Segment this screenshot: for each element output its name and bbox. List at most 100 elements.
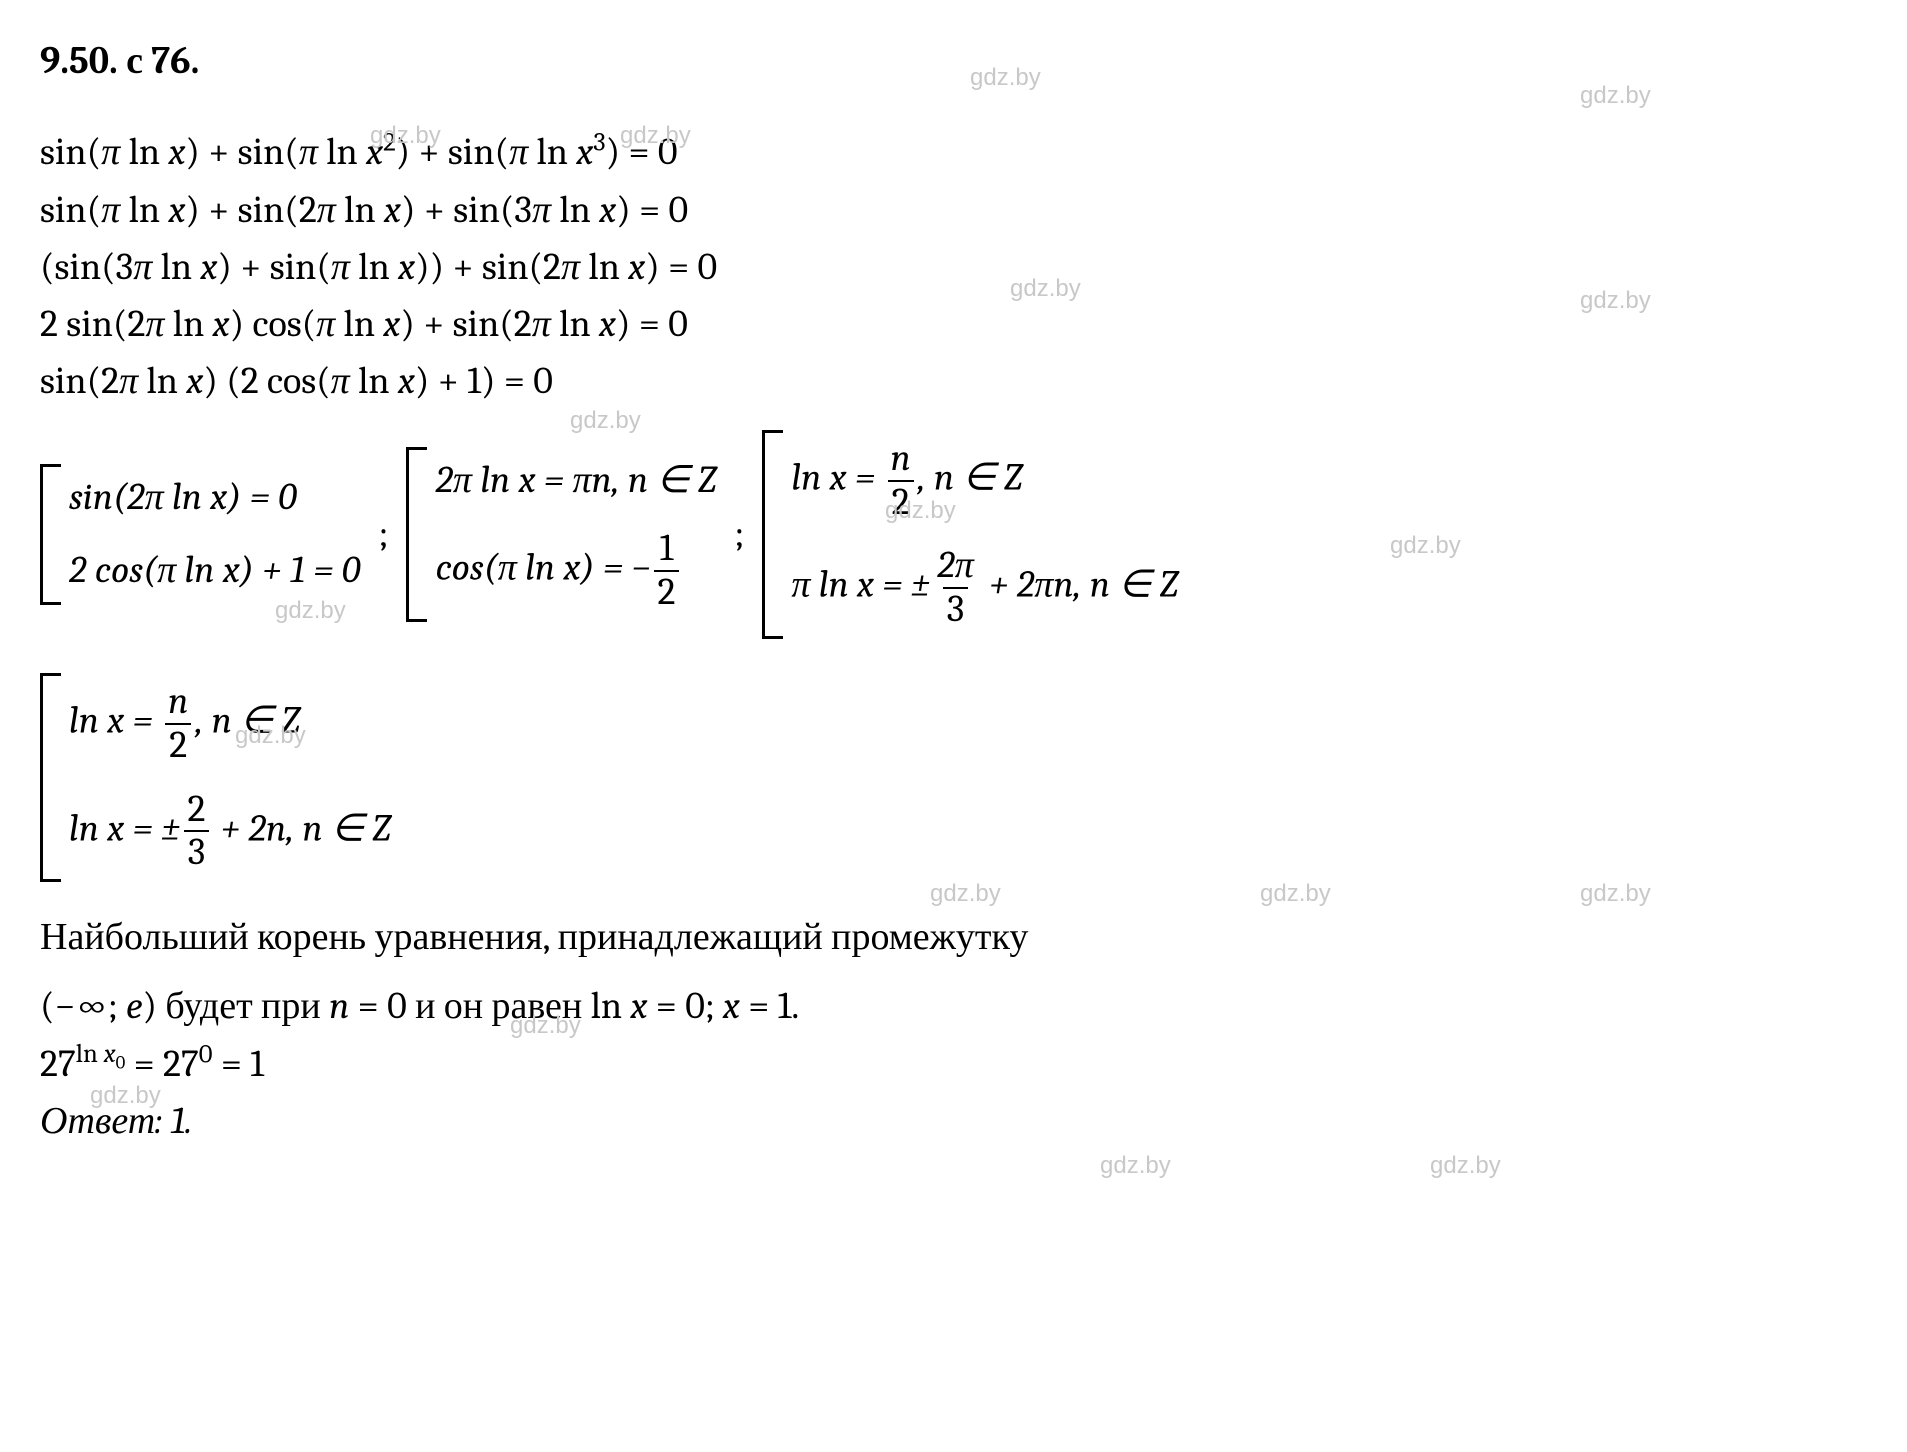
text: ln <box>152 245 200 289</box>
var-x: x <box>104 1038 116 1069</box>
denominator: 2 <box>654 570 680 614</box>
text: ) + sin(2 <box>185 188 316 232</box>
text: ln <box>76 1038 104 1069</box>
answer-value: 1. <box>162 1099 192 1143</box>
equation-line-4: 2 sin(2π ln x) cos(π ln x) + sin(2π ln x… <box>40 299 1877 350</box>
exponent: 0 <box>199 1038 213 1069</box>
text: ln x = ± <box>69 806 181 850</box>
exponent: ln x0 <box>76 1038 125 1069</box>
equation-line-3: (sin(3π ln x) + sin(π ln x)) + sin(2π ln… <box>40 242 1877 293</box>
fraction: 2π3 <box>933 545 977 631</box>
text: = 0; <box>647 984 722 1028</box>
case-row: sin(2π ln x) = 0 <box>69 472 360 523</box>
text: + 2n, n ∈ Z <box>212 806 390 850</box>
text: ln <box>350 245 398 289</box>
text: (sin(3 <box>40 245 133 289</box>
var-x: x <box>168 188 185 232</box>
text: ln <box>318 130 366 174</box>
prose-line-1: Найбольший корень уравнения, принадлежащ… <box>40 912 1877 963</box>
var-x: x <box>398 245 415 289</box>
fraction: n2 <box>164 681 192 767</box>
text: ) = 0 <box>645 245 717 289</box>
text: ) + sin( <box>185 130 298 174</box>
pi: π <box>331 245 350 289</box>
var-x: x <box>383 302 400 346</box>
pi: π <box>561 245 580 289</box>
watermark-text: gdz.by <box>1100 1150 1171 1182</box>
bracket-group-1: sin(2π ln x) = 0 2 cos(π ln x) + 1 = 0 <box>40 464 360 605</box>
denominator: 3 <box>184 830 210 874</box>
denominator: 3 <box>943 587 969 631</box>
text: ln <box>336 188 384 232</box>
pi: π <box>101 188 120 232</box>
computation-line: 27ln x0 = 270 = 1 <box>40 1039 1877 1090</box>
case-row: ln x = n2, n ∈ Z <box>69 681 391 767</box>
equation-line-5: sin(2π ln x) (2 cos(π ln x) + 1) = 0 <box>40 356 1877 407</box>
text: ln <box>335 302 383 346</box>
text: ln <box>551 302 599 346</box>
left-bracket-icon <box>40 464 61 605</box>
text: ) + sin(2 <box>400 302 531 346</box>
exponent: 3 <box>593 127 605 158</box>
bracket-group-3: ln x = n2, n ∈ Z π ln x = ±2π3 + 2πn, n … <box>762 430 1178 639</box>
left-bracket-icon <box>762 430 783 639</box>
text: ) = 0 <box>616 302 688 346</box>
text: ln <box>551 188 599 232</box>
pi: π <box>532 302 551 346</box>
fraction: n2 <box>887 438 915 524</box>
numerator: 1 <box>656 528 678 570</box>
text: ln <box>580 245 628 289</box>
pi: π <box>101 130 120 174</box>
fraction: 23 <box>184 789 210 875</box>
left-bracket-icon <box>40 673 61 882</box>
bracket-system-line-2: ln x = n2, n ∈ Z ln x = ±23 + 2n, n ∈ Z <box>40 661 1877 894</box>
text: ln <box>164 302 212 346</box>
text: ln <box>120 130 168 174</box>
case-row: π ln x = ±2π3 + 2πn, n ∈ Z <box>791 545 1178 631</box>
var-x: x <box>213 302 230 346</box>
bracket-group-2: 2π ln x = πn, n ∈ Z cos(π ln x) = −12 <box>406 447 716 622</box>
denominator: 2 <box>888 480 914 524</box>
text: ) + sin(3 <box>401 188 532 232</box>
separator-semicolon: ; <box>374 509 392 560</box>
case-row: ln x = n2, n ∈ Z <box>791 438 1178 524</box>
separator-semicolon: ; <box>730 509 748 560</box>
answer-label: Ответ: <box>40 1099 162 1143</box>
text: ln <box>528 130 576 174</box>
bracket-group-4: ln x = n2, n ∈ Z ln x = ±23 + 2n, n ∈ Z <box>40 673 391 882</box>
numerator: n <box>164 681 192 723</box>
case-row: ln x = ±23 + 2n, n ∈ Z <box>69 789 391 875</box>
text: + 2πn, n ∈ Z <box>981 563 1178 607</box>
numerator: 2π <box>933 545 977 587</box>
var-x: x <box>366 130 383 174</box>
var-x: x <box>599 188 616 232</box>
var-e: e <box>126 984 143 1028</box>
var-x: x <box>599 302 616 346</box>
text: ) + sin( <box>217 245 330 289</box>
numerator: n <box>887 438 915 480</box>
exponent: 2 <box>383 127 396 158</box>
text: ) = 0 <box>616 188 688 232</box>
text: sin(2 <box>40 359 119 403</box>
var-x: x <box>628 245 645 289</box>
pi: π <box>145 302 164 346</box>
pi: π <box>509 130 528 174</box>
fraction: 12 <box>654 528 680 614</box>
text: ) будет при <box>143 984 330 1028</box>
pi: π <box>317 188 336 232</box>
pi: π <box>316 302 335 346</box>
pi: π <box>119 359 138 403</box>
left-bracket-icon <box>406 447 427 622</box>
text: sin( <box>40 188 101 232</box>
text: sin( <box>40 130 101 174</box>
text: (−∞; <box>40 984 126 1028</box>
pi: π <box>299 130 318 174</box>
var-x: x <box>576 130 593 174</box>
text: ) (2 cos( <box>203 359 330 403</box>
text: ln <box>120 188 168 232</box>
pi: π <box>532 188 551 232</box>
text: )) + sin(2 <box>415 245 561 289</box>
text: ln x = <box>69 699 161 743</box>
text: = 1. <box>740 984 799 1028</box>
equation-line-2: sin(π ln x) + sin(2π ln x) + sin(3π ln x… <box>40 185 1877 236</box>
